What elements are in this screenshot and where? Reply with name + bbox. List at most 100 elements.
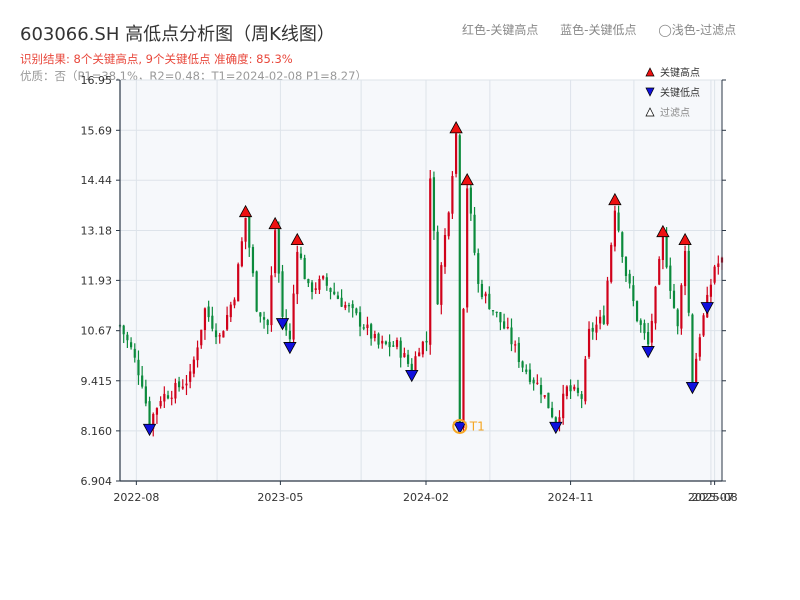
candle	[214, 323, 218, 345]
candle	[381, 335, 384, 349]
candle	[255, 270, 258, 313]
candle	[488, 286, 491, 310]
candle	[473, 206, 476, 256]
key-low-marker	[405, 369, 419, 383]
candle	[159, 396, 162, 409]
top-legend-low: 蓝色-关键低点	[560, 23, 637, 37]
candle	[565, 385, 568, 400]
candle	[355, 307, 358, 316]
y-tick-label: 11.93	[81, 274, 113, 287]
candle	[207, 300, 210, 322]
candle	[292, 284, 295, 347]
t1-marker	[452, 418, 468, 434]
legend-item: 过滤点	[645, 106, 690, 119]
candle	[632, 276, 635, 307]
candle	[680, 283, 683, 335]
candle	[587, 321, 591, 359]
candle	[373, 330, 376, 342]
y-tick-label: 16.95	[81, 74, 113, 87]
candle	[366, 316, 369, 336]
candle	[683, 245, 687, 296]
candle	[370, 322, 373, 346]
x-tick-label: 2025-07	[688, 491, 734, 504]
candle	[466, 183, 469, 313]
candle	[709, 278, 713, 304]
candle	[358, 306, 362, 337]
candle	[451, 171, 454, 220]
x-tick-label: 2023-05	[257, 491, 303, 504]
candle	[595, 316, 598, 341]
candle	[602, 305, 605, 326]
candle	[395, 337, 399, 350]
legend-swatch	[645, 107, 655, 117]
candle	[170, 390, 173, 406]
y-tick-label: 6.904	[81, 475, 113, 488]
candle	[713, 264, 716, 285]
candle	[599, 309, 602, 330]
top-legend-filtered: ◯浅色-过滤点	[658, 23, 737, 37]
candle	[281, 264, 284, 326]
candle	[226, 306, 229, 331]
candle	[469, 184, 472, 221]
candle	[580, 390, 583, 409]
candle	[196, 340, 199, 368]
candle	[296, 245, 299, 305]
candle	[643, 319, 646, 340]
candle	[669, 257, 672, 299]
key-high-marker	[608, 192, 622, 206]
candle	[447, 211, 450, 240]
y-tick-label: 9.415	[81, 375, 113, 388]
candle	[248, 213, 251, 257]
candle	[399, 337, 402, 368]
candle	[610, 242, 613, 284]
x-tick-label: 2024-11	[548, 491, 594, 504]
candle	[658, 256, 661, 286]
candle	[477, 248, 480, 293]
candle	[392, 341, 395, 348]
key-high-marker	[449, 121, 463, 134]
chart-title: 603066.SH 高低点分析图（周K线图）	[20, 24, 335, 45]
candle	[514, 340, 517, 353]
y-tick-label: 13.18	[81, 224, 113, 237]
candle	[510, 318, 513, 352]
candle	[613, 205, 616, 252]
key-low-marker	[685, 381, 700, 395]
candle	[166, 390, 170, 400]
candle	[259, 312, 262, 323]
candle	[543, 394, 546, 399]
candle	[429, 170, 432, 355]
candle	[347, 302, 351, 313]
candle	[484, 291, 487, 304]
markers: T1	[142, 121, 714, 437]
candle	[443, 228, 447, 274]
key-high-marker	[238, 204, 253, 218]
candle	[454, 132, 458, 178]
candle	[266, 318, 269, 335]
candle	[650, 313, 653, 350]
key-low-marker	[453, 421, 467, 435]
key-high-marker	[460, 172, 474, 186]
y-tick-label: 15.69	[81, 124, 113, 137]
candle	[418, 347, 421, 357]
candle	[299, 246, 303, 260]
key-low-marker	[283, 342, 297, 355]
candle	[251, 244, 255, 277]
candle	[406, 349, 410, 368]
candle	[532, 377, 535, 391]
x-tick-label: 2022-08	[113, 491, 159, 504]
candle	[558, 410, 561, 432]
candle	[129, 337, 133, 350]
candle	[495, 311, 498, 318]
candle	[163, 386, 166, 408]
candle	[695, 352, 698, 386]
candle	[314, 282, 317, 294]
candle	[181, 379, 184, 390]
key-high-marker	[290, 232, 304, 246]
candle	[192, 356, 195, 378]
candle	[377, 332, 380, 349]
candle	[536, 374, 539, 385]
key-low-marker	[700, 302, 714, 315]
candle	[362, 324, 365, 331]
